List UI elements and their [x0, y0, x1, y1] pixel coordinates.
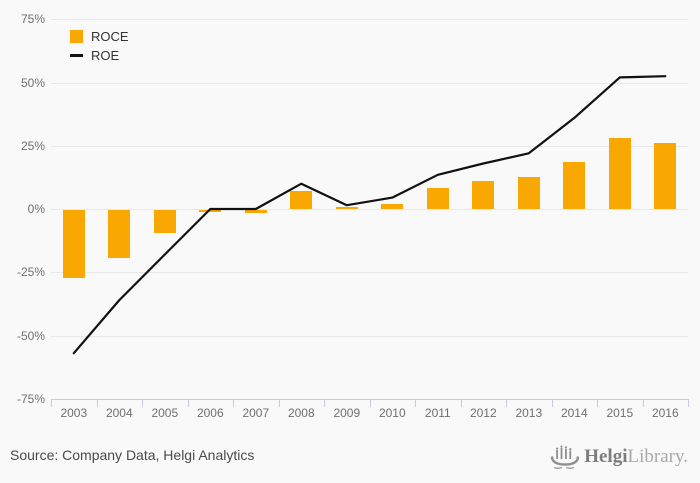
gridline-50%: [51, 82, 688, 84]
legend: ROCE ROE: [70, 30, 129, 62]
roce-bar-2006: [199, 210, 222, 212]
y-axis-label: 0%: [27, 202, 45, 216]
x-axis-label: 2014: [560, 405, 588, 420]
roce-bar-2009: [335, 207, 358, 209]
helgi-library-logo: HelgiLibrary.: [550, 444, 688, 470]
logo-wordmark: HelgiLibrary.: [584, 444, 688, 470]
roce-bar-2014: [563, 162, 586, 209]
x-axis-label: 2010: [378, 405, 406, 420]
roe-dash-icon: [70, 54, 83, 57]
x-axis-label: 2012: [469, 405, 497, 420]
roce-bar-2011: [426, 187, 449, 209]
x-axis-label: 2004: [105, 405, 133, 420]
x-axis-label: 2013: [515, 405, 543, 420]
source-caption: Source: Company Data, Helgi Analytics: [10, 447, 255, 463]
x-axis-tick: [96, 398, 98, 407]
y-axis-label: 25%: [20, 138, 45, 153]
legend-label-roce: ROCE: [91, 29, 129, 44]
x-axis-tick: [51, 398, 52, 407]
viking-ship-icon: [551, 445, 580, 469]
logo-text-library: Library.: [627, 446, 689, 467]
x-axis-tick: [688, 398, 689, 407]
x-axis-tick: [551, 398, 553, 407]
roce-bar-2007: [244, 210, 267, 213]
x-axis-tick: [324, 398, 325, 407]
roce-bar-2012: [472, 181, 495, 209]
y-axis-label: 50%: [20, 75, 45, 90]
roce-bar-2010: [381, 203, 404, 209]
gridline-25%: [51, 145, 688, 147]
x-axis-label: 2015: [606, 405, 634, 420]
gridline-0%: [51, 209, 688, 210]
roce-bar-2013: [517, 177, 540, 209]
x-axis-tick: [460, 398, 462, 407]
gridline--25%: [51, 272, 688, 274]
x-axis-label: 2016: [651, 405, 679, 420]
roce-bar-2004: [108, 210, 131, 259]
legend-item-roce: ROCE: [70, 30, 129, 43]
x-axis-tick: [415, 398, 416, 407]
roce-bar-2003: [62, 210, 85, 279]
gridline-75%: [51, 19, 688, 21]
x-axis-label: 2006: [196, 405, 224, 420]
y-axis-label: -75%: [16, 391, 45, 406]
x-axis-label: 2011: [424, 405, 451, 420]
y-axis-label: -25%: [16, 265, 45, 280]
x-axis-tick: [642, 398, 644, 407]
y-axis-label: -50%: [16, 328, 45, 343]
x-axis-label: 2007: [242, 405, 270, 420]
roce-swatch-icon: [70, 30, 83, 43]
legend-label-roe: ROE: [91, 48, 120, 63]
logo-text-helgi: Helgi: [584, 446, 628, 467]
x-axis-label: 2008: [287, 405, 315, 420]
x-axis-tick: [187, 398, 189, 407]
x-axis-tick: [369, 398, 371, 407]
roce-bar-2015: [608, 138, 631, 209]
roce-bar-2016: [654, 143, 677, 209]
x-axis-label: 2005: [151, 405, 179, 420]
x-axis-tick: [142, 398, 143, 407]
x-axis-tick: [506, 398, 507, 407]
x-axis-label: 2003: [60, 405, 88, 420]
gridline--50%: [51, 335, 688, 337]
x-axis-tick: [233, 398, 234, 407]
x-axis-label: 2009: [333, 405, 361, 420]
roe-line: [72, 75, 667, 355]
plot-area: 75% 50% 25% 0% -25% -50% -75% 2003 2004 2005 2006…: [16, 12, 689, 420]
y-axis-label: 75%: [20, 12, 45, 27]
roce-bar-2008: [290, 191, 313, 209]
roce-bar-2005: [153, 210, 176, 233]
legend-item-roe: ROE: [70, 49, 129, 62]
x-axis-tick: [597, 398, 598, 407]
x-axis-tick: [278, 398, 280, 407]
